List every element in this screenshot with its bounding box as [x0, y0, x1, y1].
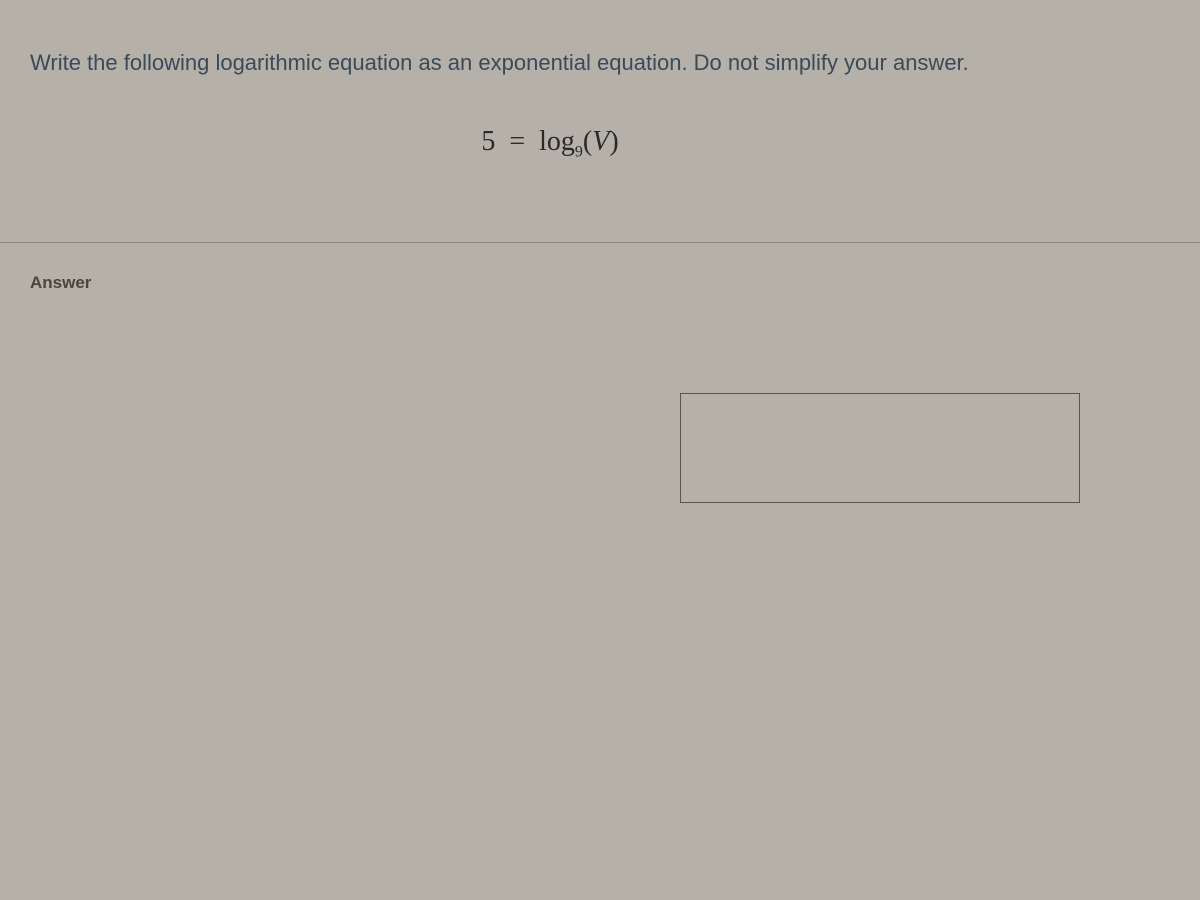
equation-wrapper: 5 = log9(V)	[30, 126, 1170, 162]
equation-log-variable: V	[592, 126, 609, 157]
question-section: Write the following logarithmic equation…	[0, 0, 1200, 243]
equation-equals: =	[502, 126, 532, 157]
answer-section: Answer	[0, 243, 1200, 533]
input-area	[30, 393, 1170, 503]
answer-input[interactable]	[680, 393, 1080, 503]
equation: 5 = log9(V)	[481, 126, 618, 162]
equation-paren-close: )	[609, 126, 618, 157]
equation-left-value: 5	[481, 126, 495, 157]
question-prompt: Write the following logarithmic equation…	[30, 50, 1170, 76]
equation-log-text: log	[539, 126, 575, 157]
equation-log-base: 9	[575, 144, 583, 161]
equation-paren-open: (	[583, 126, 592, 157]
answer-label: Answer	[30, 273, 1170, 293]
